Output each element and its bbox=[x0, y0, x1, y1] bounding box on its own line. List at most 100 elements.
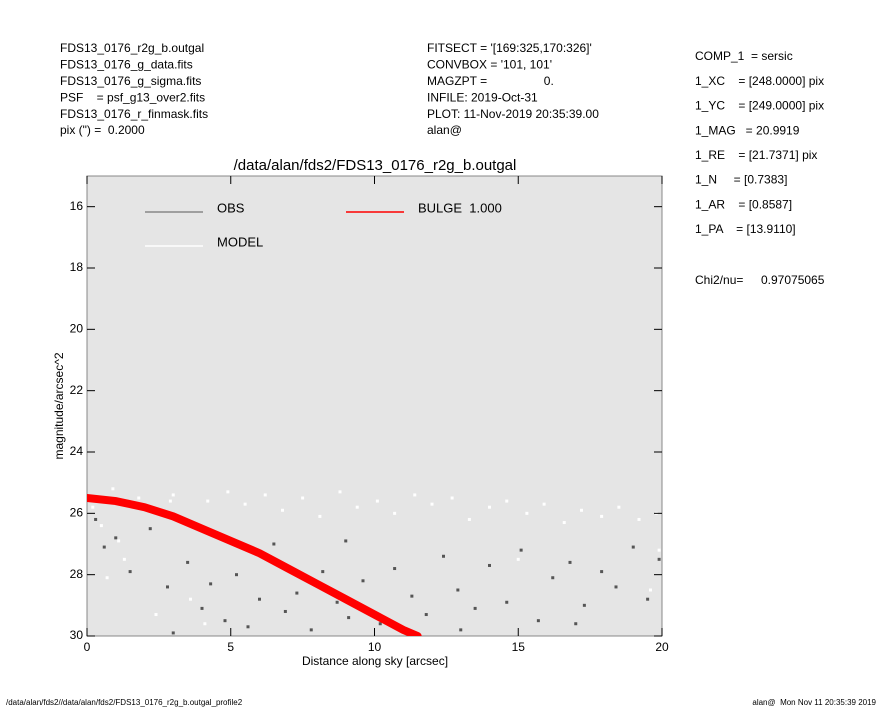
y-tick-label: 18 bbox=[70, 260, 84, 274]
data-point bbox=[200, 606, 204, 610]
marks bbox=[87, 487, 661, 636]
data-point bbox=[99, 524, 103, 528]
data-point bbox=[614, 585, 618, 589]
parameter-line: 1_PA = [13.9110] bbox=[695, 222, 796, 236]
data-point bbox=[378, 622, 382, 626]
data-point bbox=[168, 499, 172, 503]
header-line: FITSECT = '[169:325,170:326]' bbox=[427, 41, 592, 55]
data-point bbox=[272, 542, 276, 546]
y-tick-label: 26 bbox=[70, 506, 84, 520]
data-point bbox=[301, 496, 305, 500]
data-point bbox=[206, 499, 210, 503]
data-point bbox=[223, 619, 227, 623]
header-line: CONVBOX = '101, 101' bbox=[427, 58, 552, 72]
y-tick-label: 28 bbox=[70, 567, 84, 581]
data-point bbox=[128, 570, 132, 574]
data-point bbox=[281, 508, 284, 512]
header-line: alan@ bbox=[427, 123, 462, 137]
chi2-label: Chi2/nu= bbox=[695, 273, 743, 287]
data-point bbox=[450, 496, 454, 500]
data-point bbox=[171, 493, 175, 497]
header-line: FDS13_0176_r_finmask.fits bbox=[60, 107, 208, 121]
data-point bbox=[393, 511, 397, 515]
data-point bbox=[536, 619, 540, 623]
data-point bbox=[505, 600, 509, 604]
data-point bbox=[347, 616, 351, 620]
data-point bbox=[649, 588, 652, 592]
data-point bbox=[459, 628, 463, 632]
data-point bbox=[318, 514, 322, 518]
data-point bbox=[525, 511, 529, 515]
header-line: FDS13_0176_g_sigma.fits bbox=[60, 74, 201, 88]
header-line: MAGZPT = 0. bbox=[427, 74, 554, 88]
data-point bbox=[393, 567, 397, 571]
data-point bbox=[338, 490, 342, 494]
data-point bbox=[631, 545, 635, 549]
data-point bbox=[467, 517, 471, 521]
data-point bbox=[542, 502, 546, 506]
footer-right: alan@ Mon Nov 11 20:35:39 2019 bbox=[752, 698, 876, 707]
data-point bbox=[442, 554, 445, 558]
header-line: INFILE: 2019-Oct-31 bbox=[427, 90, 538, 104]
parameter-line: 1_MAG = 20.9919 bbox=[695, 123, 800, 137]
parameter-line: 1_XC = [248.0000] pix bbox=[695, 74, 824, 88]
data-point bbox=[235, 573, 238, 577]
header-line: PSF = psf_g13_over2.fits bbox=[60, 90, 205, 104]
data-point bbox=[355, 505, 359, 509]
data-point bbox=[295, 591, 299, 595]
data-point bbox=[646, 597, 650, 601]
y-tick-label: 20 bbox=[70, 322, 84, 336]
x-tick-label: 0 bbox=[84, 640, 91, 654]
parameter-line: 1_YC = [249.0000] pix bbox=[695, 99, 824, 113]
data-point bbox=[105, 576, 109, 580]
data-point bbox=[617, 505, 621, 509]
data-point bbox=[413, 493, 417, 497]
legend-label: OBS bbox=[217, 200, 245, 215]
data-point bbox=[246, 625, 250, 629]
data-point bbox=[122, 557, 126, 561]
data-point bbox=[410, 594, 414, 598]
data-point bbox=[258, 597, 261, 601]
data-point bbox=[203, 622, 207, 626]
data-point bbox=[209, 582, 213, 586]
y-tick-label: 24 bbox=[70, 444, 84, 458]
data-point bbox=[505, 499, 509, 503]
data-point bbox=[166, 585, 169, 589]
data-point bbox=[657, 548, 661, 552]
data-point bbox=[189, 597, 192, 601]
parameter-line: 1_AR = [0.8587] bbox=[695, 197, 792, 211]
data-point bbox=[114, 536, 118, 540]
data-point bbox=[171, 631, 175, 635]
data-point bbox=[562, 521, 566, 525]
data-point bbox=[637, 517, 641, 521]
parameter-line: 1_N = [0.7383] bbox=[695, 173, 787, 187]
x-tick-label: 15 bbox=[512, 640, 526, 654]
data-point bbox=[456, 588, 460, 592]
legend-label: BULGE 1.000 bbox=[418, 200, 502, 215]
data-point bbox=[473, 606, 477, 610]
data-point bbox=[226, 490, 230, 494]
data-point bbox=[516, 557, 520, 561]
data-point bbox=[430, 502, 434, 506]
parameter-line: 1_RE = [21.7371] pix bbox=[695, 148, 817, 162]
data-point bbox=[375, 499, 379, 503]
data-point bbox=[488, 563, 491, 567]
y-tick-label: 22 bbox=[70, 383, 84, 397]
data-point bbox=[309, 628, 313, 632]
data-point bbox=[137, 496, 141, 500]
data-point bbox=[154, 613, 158, 617]
header-line: FDS13_0176_r2g_b.outgal bbox=[60, 41, 204, 55]
data-point bbox=[568, 560, 572, 564]
model-band bbox=[87, 494, 422, 636]
chi2-value: 0.97075065 bbox=[761, 273, 825, 287]
y-tick-label: 30 bbox=[70, 628, 84, 642]
header-line: FDS13_0176_g_data.fits bbox=[60, 58, 193, 72]
y-axis-label: magnitude/arcsec^2 bbox=[52, 352, 66, 459]
data-point bbox=[94, 517, 98, 521]
data-point bbox=[600, 514, 604, 518]
data-point bbox=[574, 622, 578, 626]
data-point bbox=[186, 560, 190, 564]
data-point bbox=[91, 505, 95, 509]
header-line: PLOT: 11-Nov-2019 20:35:39.00 bbox=[427, 107, 599, 121]
